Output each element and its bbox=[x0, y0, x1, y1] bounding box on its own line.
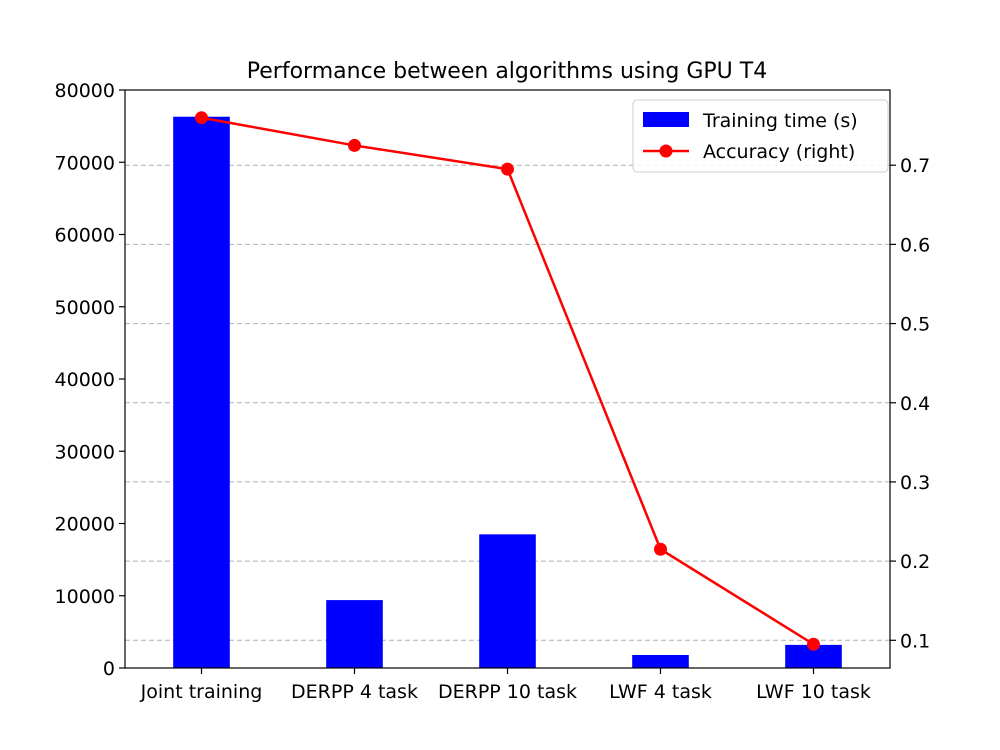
accuracy-point bbox=[654, 542, 667, 556]
left-tick-label: 30000 bbox=[55, 441, 115, 463]
legend-box bbox=[632, 99, 889, 173]
legend-swatch-training-time bbox=[643, 112, 689, 127]
x-tick-label: LWF 4 task bbox=[609, 681, 712, 703]
left-tick-label: 0 bbox=[103, 658, 115, 680]
legend-label-training-time: Training time (s) bbox=[702, 110, 858, 132]
accuracy-point bbox=[348, 138, 361, 152]
left-tick-label: 40000 bbox=[55, 369, 115, 391]
x-tick-label: DERPP 4 task bbox=[291, 681, 418, 703]
left-tick-label: 20000 bbox=[55, 514, 115, 536]
accuracy-point bbox=[501, 162, 514, 176]
x-tick-label: LWF 10 task bbox=[756, 681, 871, 703]
accuracy-series bbox=[195, 111, 820, 651]
left-tick-label: 50000 bbox=[55, 297, 115, 319]
chart-title: Performance between algorithms using GPU… bbox=[247, 59, 767, 84]
left-tick-label: 80000 bbox=[55, 80, 115, 102]
bar bbox=[785, 644, 842, 668]
x-tick-label: Joint training bbox=[140, 681, 263, 703]
left-tick-label: 10000 bbox=[55, 586, 115, 608]
bar bbox=[326, 600, 383, 668]
left-tick-label: 70000 bbox=[55, 152, 115, 174]
right-tick-label: 0.5 bbox=[900, 314, 930, 336]
right-tick-label: 0.3 bbox=[900, 472, 930, 494]
legend: Training time (s) Accuracy (right) bbox=[632, 99, 889, 173]
right-tick-label: 0.7 bbox=[900, 155, 930, 177]
left-tick-label: 60000 bbox=[55, 225, 115, 247]
bar bbox=[632, 654, 689, 668]
right-tick-label: 0.2 bbox=[900, 551, 930, 573]
bar bbox=[173, 116, 230, 669]
right-tick-label: 0.4 bbox=[900, 393, 930, 415]
x-tick-label: DERPP 10 task bbox=[438, 681, 577, 703]
accuracy-point bbox=[807, 637, 820, 651]
legend-label-accuracy: Accuracy (right) bbox=[703, 141, 855, 163]
bar-series bbox=[173, 116, 842, 669]
right-tick-label: 0.1 bbox=[900, 630, 930, 652]
x-axis: Joint training DERPP 4 task DERPP 10 task L… bbox=[140, 668, 871, 703]
right-axis: 0.1 0.2 0.3 0.4 0.5 0.6 0.7 bbox=[890, 155, 930, 652]
bar bbox=[479, 534, 536, 668]
right-tick-label: 0.6 bbox=[900, 234, 930, 256]
accuracy-point bbox=[195, 111, 208, 125]
left-axis: 0 10000 20000 30000 40000 50000 60000 70000 8000… bbox=[55, 80, 125, 680]
legend-marker-accuracy bbox=[659, 144, 673, 158]
